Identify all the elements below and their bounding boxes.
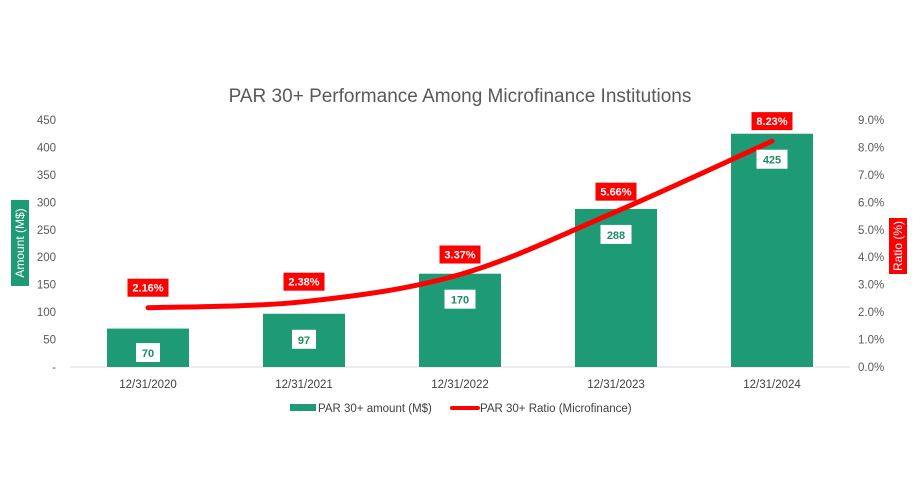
- y2-tick-label: 0.0%: [858, 362, 884, 374]
- bar-value-label: 170: [444, 289, 476, 309]
- bars: [107, 133, 813, 367]
- bar-label-text: 97: [298, 335, 310, 347]
- ratio-label-box: [127, 278, 169, 297]
- ratio-line-group: [145, 138, 775, 311]
- bar-label-text: 425: [763, 155, 781, 167]
- ratio-value-label: 2.38%: [283, 272, 325, 291]
- bar-value-label: 97: [292, 329, 316, 349]
- y2-axis-ticks: 0.0% 1.0% 2.0% 3.0% 4.0% 5.0% 6.0% 7.0% 8.0% 9.0%: [858, 115, 884, 374]
- legend-label-ratio: PAR 30+ Ratio (Microfinance): [480, 403, 632, 415]
- ratio-label-text: 8.23%: [756, 116, 787, 128]
- y2-tick-label: 6.0%: [858, 197, 884, 209]
- y-axis-label: Amount (M$): [13, 208, 27, 277]
- ratio-value-label: 8.23%: [751, 112, 793, 131]
- ratio-label-text: 2.16%: [132, 283, 163, 295]
- ratio-label-text: 2.38%: [288, 277, 319, 289]
- x-tick-label: 12/31/2021: [275, 379, 333, 391]
- chart-title: PAR 30+ Performance Among Microfinance I…: [229, 86, 692, 107]
- x-axis-ticks: 12/31/2020 12/31/2021 12/31/2022 12/31/2023…: [119, 379, 801, 391]
- bar-value-label: 288: [600, 224, 632, 244]
- y-tick-label: 400: [37, 142, 56, 154]
- legend: PAR 30+ amount (M$) PAR 30+ Ratio (Micro…: [290, 403, 632, 415]
- y-tick-label: 150: [37, 280, 56, 292]
- y2-tick-label: 5.0%: [858, 225, 884, 237]
- bar-label-text: 288: [607, 230, 625, 242]
- y-tick-label: 450: [37, 115, 56, 127]
- x-tick-label: 12/31/2024: [743, 379, 801, 391]
- y-tick-label: 350: [37, 170, 56, 182]
- y-tick-label: 300: [37, 197, 56, 209]
- bar-labels: 70 97 170 288 425: [136, 149, 788, 362]
- y-axis-title: Amount (M$): [11, 200, 29, 286]
- y-tick-label: 250: [37, 225, 56, 237]
- bar-value-label: 425: [756, 149, 788, 169]
- bar-label-box: [600, 224, 632, 244]
- bar-label-box: [444, 289, 476, 309]
- y2-tick-label: 1.0%: [858, 335, 884, 347]
- ratio-label-box: [751, 112, 793, 131]
- y-tick-label: 100: [37, 307, 56, 319]
- legend-label-amount: PAR 30+ amount (M$): [318, 403, 432, 415]
- ratio-line: [145, 138, 775, 311]
- bar-value-label: 70: [136, 343, 160, 362]
- y-tick-label: -: [52, 362, 56, 374]
- y2-tick-label: 2.0%: [858, 307, 884, 319]
- bar-label-box: [756, 149, 788, 169]
- y-axis-ticks: - 50 100 150 200 250 300 350 400 450: [37, 115, 56, 374]
- y2-axis-label: Ratio (%): [891, 221, 905, 271]
- bar-label-box: [136, 343, 160, 362]
- y2-tick-label: 8.0%: [858, 142, 884, 154]
- y2-tick-label: 3.0%: [858, 280, 884, 292]
- line-labels: 2.16% 2.38% 3.37% 5.66% 8.23%: [127, 112, 793, 297]
- ratio-value-label: 5.66%: [595, 182, 637, 201]
- y-tick-label: 50: [43, 335, 56, 347]
- ratio-label-text: 5.66%: [600, 187, 631, 199]
- y2-tick-label: 7.0%: [858, 170, 884, 182]
- y2-tick-label: 4.0%: [858, 252, 884, 264]
- legend-item-amount: PAR 30+ amount (M$): [290, 403, 432, 415]
- ratio-label-text: 3.37%: [444, 250, 475, 262]
- ratio-value-label: 3.37%: [439, 245, 481, 264]
- x-tick-label: 12/31/2022: [431, 379, 489, 391]
- ratio-value-label: 2.16%: [127, 278, 169, 297]
- ratio-label-box: [283, 272, 325, 291]
- x-tick-label: 12/31/2020: [119, 379, 177, 391]
- bar: [731, 133, 813, 367]
- bar-label-text: 170: [451, 295, 469, 307]
- ratio-label-box: [439, 245, 481, 264]
- bar: [419, 273, 501, 367]
- y2-axis-title: Ratio (%): [889, 218, 907, 274]
- y-tick-label: 200: [37, 252, 56, 264]
- legend-item-ratio: PAR 30+ Ratio (Microfinance): [450, 403, 632, 415]
- x-tick-label: 12/31/2023: [587, 379, 645, 391]
- bar-label-text: 70: [142, 348, 154, 360]
- bar-label-box: [292, 329, 316, 349]
- ratio-label-box: [595, 182, 637, 201]
- legend-swatch-amount: [290, 404, 316, 411]
- y2-tick-label: 9.0%: [858, 115, 884, 127]
